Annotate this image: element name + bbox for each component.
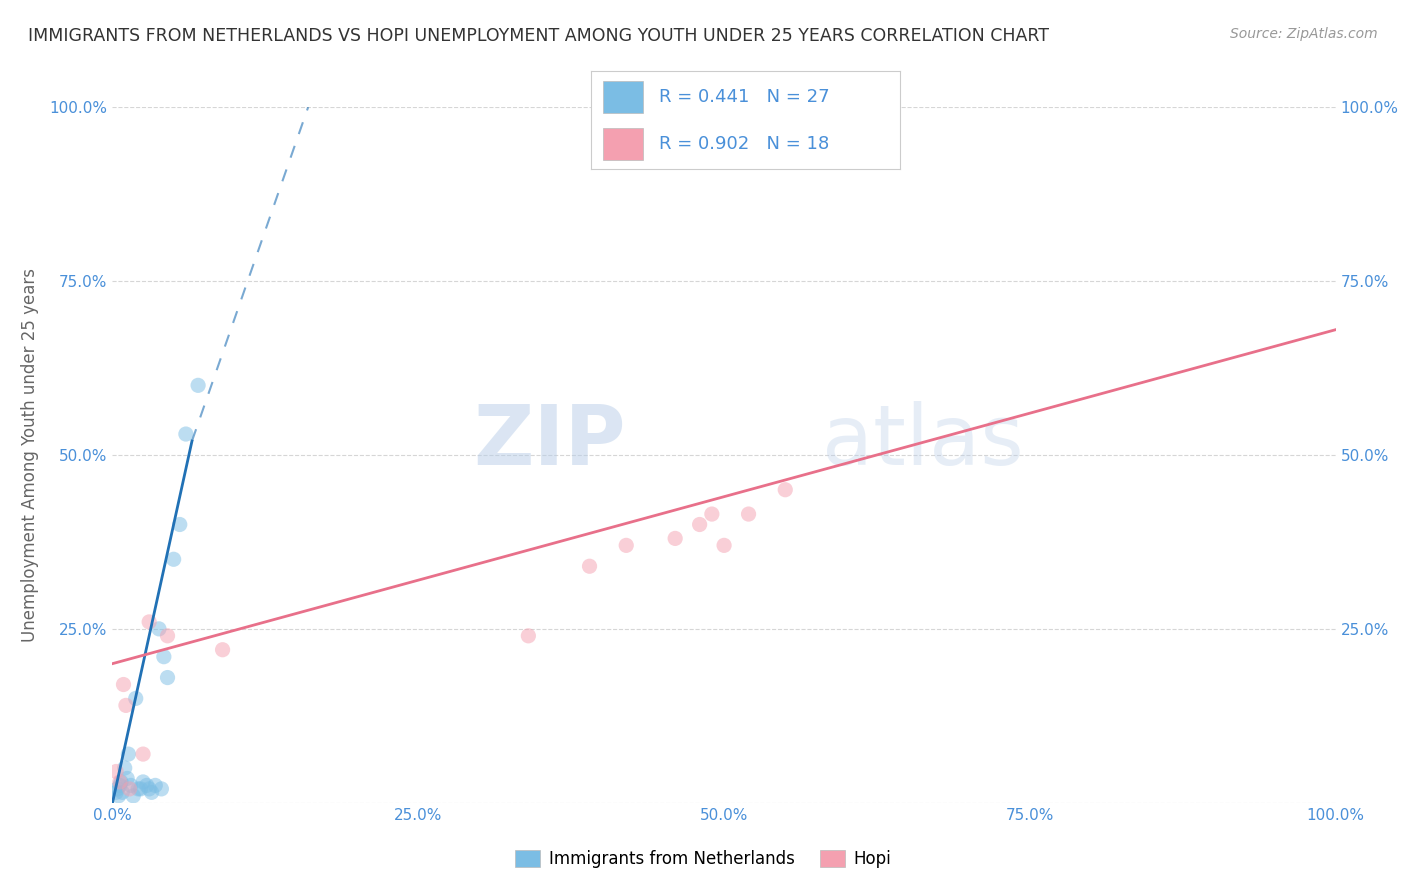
Text: R = 0.902   N = 18: R = 0.902 N = 18	[658, 135, 828, 153]
Y-axis label: Unemployment Among Youth under 25 years: Unemployment Among Youth under 25 years	[21, 268, 38, 642]
Legend: Immigrants from Netherlands, Hopi: Immigrants from Netherlands, Hopi	[509, 843, 897, 875]
Point	[132, 775, 155, 789]
Point	[108, 778, 131, 792]
Point	[118, 781, 141, 796]
Point	[135, 778, 157, 792]
Point	[143, 778, 166, 792]
Point	[105, 764, 128, 779]
Point	[614, 538, 637, 552]
Point	[169, 517, 191, 532]
FancyBboxPatch shape	[603, 81, 643, 112]
Point	[150, 781, 173, 796]
Point	[713, 538, 735, 552]
Point	[115, 772, 138, 786]
Point	[122, 789, 145, 803]
Point	[112, 677, 135, 691]
Text: R = 0.441   N = 27: R = 0.441 N = 27	[658, 88, 830, 106]
Point	[115, 698, 138, 713]
Point	[105, 781, 128, 796]
Point	[108, 775, 131, 789]
Point	[105, 785, 128, 799]
Point	[156, 629, 179, 643]
Point	[156, 671, 179, 685]
Point	[132, 747, 155, 761]
Text: ZIP: ZIP	[474, 401, 626, 482]
Point	[187, 378, 209, 392]
Point	[114, 761, 136, 775]
Point	[163, 552, 186, 566]
Point	[117, 747, 139, 761]
Point	[664, 532, 686, 546]
Point	[141, 785, 163, 799]
Point	[125, 691, 148, 706]
Point	[174, 427, 197, 442]
Point	[138, 781, 160, 796]
Point	[138, 615, 160, 629]
Point	[127, 781, 149, 796]
FancyBboxPatch shape	[603, 128, 643, 160]
Point	[148, 622, 170, 636]
Point	[153, 649, 176, 664]
Point	[737, 507, 759, 521]
Point	[110, 775, 132, 789]
Point	[107, 789, 129, 803]
Point	[578, 559, 600, 574]
Point	[517, 629, 540, 643]
Point	[211, 642, 233, 657]
Point	[689, 517, 711, 532]
Point	[700, 507, 723, 521]
Point	[120, 778, 142, 792]
Point	[775, 483, 797, 497]
Text: atlas: atlas	[823, 401, 1024, 482]
Text: Source: ZipAtlas.com: Source: ZipAtlas.com	[1230, 27, 1378, 41]
Text: IMMIGRANTS FROM NETHERLANDS VS HOPI UNEMPLOYMENT AMONG YOUTH UNDER 25 YEARS CORR: IMMIGRANTS FROM NETHERLANDS VS HOPI UNEM…	[28, 27, 1049, 45]
Point	[129, 781, 152, 796]
Point	[111, 785, 134, 799]
